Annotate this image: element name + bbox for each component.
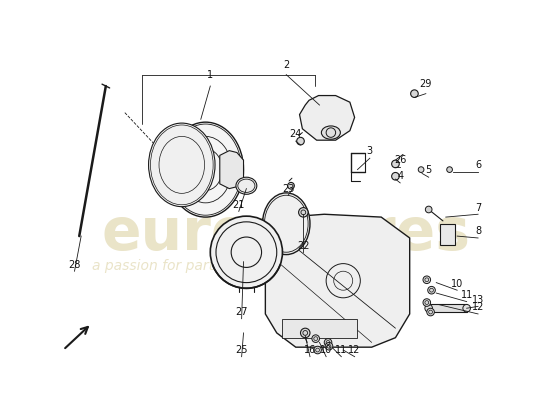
Text: 22: 22 bbox=[297, 240, 310, 250]
Text: 7: 7 bbox=[475, 202, 481, 212]
Circle shape bbox=[411, 90, 418, 98]
Text: 13: 13 bbox=[472, 295, 484, 305]
Ellipse shape bbox=[262, 193, 310, 254]
Text: 28: 28 bbox=[68, 260, 81, 270]
Circle shape bbox=[423, 299, 431, 306]
Polygon shape bbox=[262, 214, 410, 347]
Circle shape bbox=[325, 342, 333, 350]
Ellipse shape bbox=[236, 177, 257, 194]
Circle shape bbox=[463, 304, 470, 312]
Ellipse shape bbox=[321, 126, 340, 139]
Text: 4: 4 bbox=[397, 171, 403, 181]
Text: 10: 10 bbox=[320, 345, 332, 355]
Polygon shape bbox=[300, 96, 355, 140]
Text: 3: 3 bbox=[367, 146, 373, 156]
Text: 16: 16 bbox=[304, 345, 316, 355]
Text: 24: 24 bbox=[289, 128, 302, 138]
Text: 25: 25 bbox=[235, 345, 248, 355]
Circle shape bbox=[425, 304, 432, 312]
Text: a passion for parts since 1985: a passion for parts since 1985 bbox=[92, 260, 301, 274]
Text: 1: 1 bbox=[207, 70, 213, 80]
Text: 5: 5 bbox=[426, 165, 432, 175]
Text: 29: 29 bbox=[420, 79, 432, 89]
Circle shape bbox=[288, 182, 294, 189]
Circle shape bbox=[418, 167, 424, 172]
Circle shape bbox=[428, 286, 436, 294]
Text: 23: 23 bbox=[282, 184, 294, 194]
Circle shape bbox=[392, 160, 399, 168]
Text: eurospares: eurospares bbox=[101, 205, 470, 262]
Circle shape bbox=[447, 167, 453, 172]
Text: 10: 10 bbox=[451, 278, 463, 288]
Bar bbox=[428, 304, 466, 312]
Text: 11: 11 bbox=[335, 345, 348, 355]
Ellipse shape bbox=[148, 123, 215, 207]
Bar bbox=[440, 224, 455, 245]
Circle shape bbox=[324, 339, 332, 346]
Bar bbox=[282, 319, 358, 338]
Circle shape bbox=[300, 328, 310, 338]
Polygon shape bbox=[220, 151, 244, 189]
Text: 26: 26 bbox=[394, 155, 406, 165]
Ellipse shape bbox=[168, 122, 244, 217]
Text: 11: 11 bbox=[460, 290, 473, 300]
Circle shape bbox=[299, 208, 308, 217]
Text: 27: 27 bbox=[235, 307, 248, 317]
Circle shape bbox=[210, 216, 283, 288]
Circle shape bbox=[314, 346, 321, 354]
Text: 2: 2 bbox=[283, 60, 289, 70]
Circle shape bbox=[392, 172, 399, 180]
Circle shape bbox=[425, 206, 432, 213]
Text: 12: 12 bbox=[472, 302, 484, 312]
Circle shape bbox=[312, 335, 320, 342]
Text: 12: 12 bbox=[349, 345, 361, 355]
Text: 6: 6 bbox=[475, 160, 481, 170]
Text: 21: 21 bbox=[233, 200, 245, 210]
Circle shape bbox=[423, 276, 431, 284]
Text: 8: 8 bbox=[475, 226, 481, 236]
Circle shape bbox=[427, 308, 434, 316]
Circle shape bbox=[296, 137, 304, 145]
